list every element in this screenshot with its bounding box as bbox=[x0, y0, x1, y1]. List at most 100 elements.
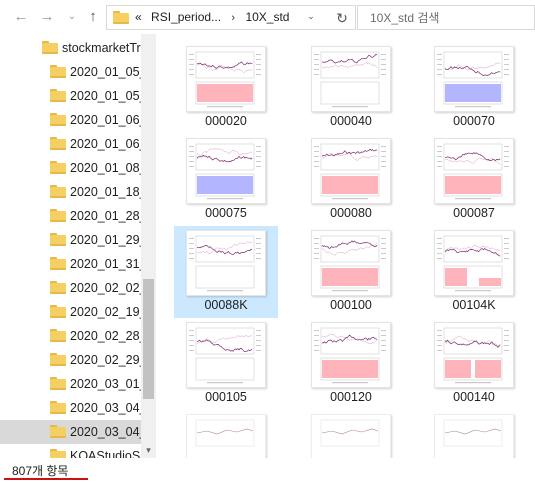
file-name: 000075 bbox=[205, 206, 247, 220]
chart-thumbnail bbox=[186, 322, 266, 388]
file-name: 000080 bbox=[330, 206, 372, 220]
file-tile[interactable]: 00104K bbox=[422, 226, 526, 318]
folder-icon bbox=[50, 329, 66, 342]
address-bar-row: ← → ⌄ ↑ « RSI_period... › 10X_std ⌄ ↻ bbox=[0, 0, 535, 34]
address-bar[interactable]: « RSI_period... › 10X_std ⌄ ↻ bbox=[106, 5, 356, 30]
breadcrumb-item[interactable]: RSI_period... bbox=[151, 10, 222, 24]
back-button[interactable]: ← bbox=[12, 7, 30, 27]
file-name: 000020 bbox=[205, 114, 247, 128]
status-bar: 807개 항목 bbox=[0, 458, 535, 482]
tree-item[interactable]: 2020_01_28_ bbox=[0, 204, 141, 228]
folder-icon bbox=[42, 41, 58, 54]
file-name: 000040 bbox=[330, 114, 372, 128]
arrow-right-icon: → bbox=[39, 8, 55, 25]
breadcrumb: « RSI_period... › 10X_std bbox=[135, 6, 289, 29]
file-tile[interactable]: 000087 bbox=[422, 134, 526, 226]
chart-thumbnail bbox=[434, 322, 514, 388]
tree-item[interactable]: 2020_02_29_ bbox=[0, 348, 141, 372]
scroll-down-icon[interactable]: ▾ bbox=[146, 445, 151, 455]
up-button[interactable]: ↑ bbox=[84, 7, 102, 27]
tree-item-label: KOAStudioSA bbox=[70, 449, 141, 458]
address-dropdown-icon[interactable]: ⌄ bbox=[307, 11, 315, 21]
forward-button[interactable]: → bbox=[38, 7, 56, 27]
folder-icon bbox=[50, 425, 66, 438]
file-tile[interactable] bbox=[299, 410, 403, 458]
search-box[interactable] bbox=[357, 5, 535, 30]
tree-item[interactable]: 2020_02_19_ bbox=[0, 300, 141, 324]
tree-item-label: stockmarketTri bbox=[62, 41, 141, 55]
file-tile[interactable] bbox=[422, 410, 526, 458]
tree-item[interactable]: 2020_03_04_ bbox=[0, 420, 141, 444]
folder-icon bbox=[50, 281, 66, 294]
tree-item-label: 2020_02_19_ bbox=[70, 305, 141, 319]
file-tile[interactable]: 000080 bbox=[299, 134, 403, 226]
chart-thumbnail bbox=[311, 230, 391, 296]
folder-icon bbox=[50, 161, 66, 174]
file-name: 00088K bbox=[204, 298, 248, 312]
tree-item[interactable]: 2020_03_04_ bbox=[0, 396, 141, 420]
tree-item[interactable]: KOAStudioSA bbox=[0, 444, 141, 458]
tree-item-label: 2020_03_04_ bbox=[70, 401, 141, 415]
recent-locations-button[interactable]: ⌄ bbox=[66, 7, 78, 27]
file-tile[interactable]: 000020 bbox=[174, 42, 278, 134]
file-name: 000140 bbox=[453, 390, 495, 404]
file-name: 000120 bbox=[330, 390, 372, 404]
file-tile[interactable]: 00088K bbox=[174, 226, 278, 318]
tree-item[interactable]: 2020_02_28_ bbox=[0, 324, 141, 348]
folder-icon bbox=[50, 305, 66, 318]
tree-item[interactable]: 2020_03_01_ bbox=[0, 372, 141, 396]
chart-thumbnail bbox=[311, 322, 391, 388]
file-tile[interactable]: 000100 bbox=[299, 226, 403, 318]
folder-icon bbox=[50, 233, 66, 246]
chart-thumbnail bbox=[434, 138, 514, 204]
chart-thumbnail bbox=[434, 46, 514, 112]
folder-icon bbox=[50, 209, 66, 222]
tree-item[interactable]: 2020_01_05_ bbox=[0, 60, 141, 84]
file-name: 000105 bbox=[205, 390, 247, 404]
tree-item-label: 2020_01_06_ bbox=[70, 113, 141, 127]
folder-icon bbox=[50, 377, 66, 390]
folder-icon bbox=[50, 137, 66, 150]
tree-item[interactable]: 2020_02_02_ bbox=[0, 276, 141, 300]
file-tile[interactable]: 000040 bbox=[299, 42, 403, 134]
folder-icon bbox=[50, 89, 66, 102]
tree-item-label: 2020_01_08_ bbox=[70, 161, 141, 175]
breadcrumb-overflow[interactable]: « bbox=[135, 10, 142, 24]
navigation-pane: KOAStudioSA 2020_03_04_ 2020_03_04_ 2020_03… bbox=[0, 34, 156, 458]
chart-thumbnail bbox=[311, 46, 391, 112]
tree-item[interactable]: 2020_01_08_ bbox=[0, 156, 141, 180]
tree-scrollbar[interactable]: ▾ bbox=[141, 34, 156, 458]
chart-thumbnail bbox=[434, 230, 514, 296]
search-input[interactable] bbox=[358, 6, 534, 29]
file-tile[interactable]: 000140 bbox=[422, 318, 526, 410]
tree-item-label: 2020_02_29_ bbox=[70, 353, 141, 367]
folder-icon bbox=[50, 353, 66, 366]
file-tile[interactable]: 000105 bbox=[174, 318, 278, 410]
file-tile[interactable]: 000120 bbox=[299, 318, 403, 410]
tree-item[interactable]: 2020_01_05_ bbox=[0, 84, 141, 108]
file-tile[interactable]: 000070 bbox=[422, 42, 526, 134]
refresh-icon[interactable]: ↻ bbox=[336, 10, 348, 26]
tree-item-label: 2020_01_05_ bbox=[70, 65, 141, 79]
tree-item-label: 2020_01_29_ bbox=[70, 233, 141, 247]
chart-thumbnail bbox=[186, 414, 266, 458]
tree-item[interactable]: 2020_01_06_ bbox=[0, 108, 141, 132]
tree-item-label: 2020_01_28_ bbox=[70, 209, 141, 223]
file-tile[interactable] bbox=[174, 410, 278, 458]
tree-item[interactable]: 2020_01_18_ bbox=[0, 180, 141, 204]
tree-item[interactable]: 2020_01_06_ bbox=[0, 132, 141, 156]
tree-item[interactable]: 2020_01_31_ bbox=[0, 252, 141, 276]
folder-icon bbox=[113, 11, 129, 24]
chart-thumbnail bbox=[186, 230, 266, 296]
tree-item-label: 2020_01_18_ bbox=[70, 185, 141, 199]
chart-thumbnail bbox=[186, 138, 266, 204]
tree-scrollbar-thumb[interactable] bbox=[143, 279, 154, 399]
breadcrumb-separator-icon[interactable]: › bbox=[231, 12, 236, 24]
file-tile[interactable]: 000075 bbox=[174, 134, 278, 226]
tree-item[interactable]: 2020_01_29_ bbox=[0, 228, 141, 252]
item-count-underline bbox=[4, 478, 88, 480]
breadcrumb-item-current[interactable]: 10X_std bbox=[245, 10, 290, 24]
tree-item[interactable]: stockmarketTri bbox=[0, 36, 141, 60]
folder-icon bbox=[50, 185, 66, 198]
arrow-left-icon: ← bbox=[13, 8, 29, 25]
